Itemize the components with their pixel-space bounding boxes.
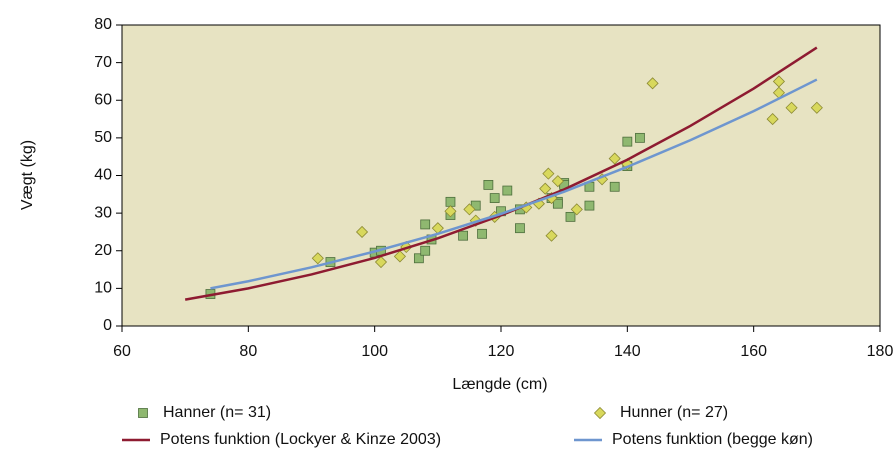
y-tick-label: 10 bbox=[94, 280, 112, 297]
y-tick-label: 40 bbox=[94, 167, 112, 184]
square-marker bbox=[565, 211, 576, 222]
diamond-marker bbox=[551, 175, 564, 188]
legend-marker bbox=[593, 406, 607, 420]
diamond-marker bbox=[570, 203, 583, 216]
diamond-marker bbox=[545, 229, 558, 242]
legend-label: Hunner (n= 27) bbox=[620, 404, 728, 421]
square-marker bbox=[635, 132, 645, 143]
y-tick-label: 80 bbox=[94, 16, 112, 33]
square-marker bbox=[609, 181, 620, 192]
y-axis-label: Vægt (kg) bbox=[19, 140, 36, 210]
legend-label: Potens funktion (Lockyer & Kinze 2003) bbox=[160, 431, 441, 448]
square-marker bbox=[458, 230, 469, 241]
fit-line bbox=[210, 78, 818, 290]
y-tick-label: 60 bbox=[94, 91, 112, 108]
x-tick-label: 100 bbox=[361, 343, 388, 360]
diamond-marker bbox=[646, 77, 659, 90]
diamond-marker bbox=[810, 101, 823, 114]
legend-label: Potens funktion (begge køn) bbox=[612, 431, 813, 448]
square-marker bbox=[515, 223, 525, 234]
diamond-marker bbox=[393, 250, 406, 263]
diamond-marker bbox=[374, 255, 388, 269]
square-marker bbox=[477, 228, 487, 239]
x-tick-label: 160 bbox=[740, 343, 767, 360]
x-tick-label: 140 bbox=[614, 343, 641, 360]
x-axis-label: Længde (cm) bbox=[452, 376, 547, 393]
x-tick-label: 60 bbox=[113, 343, 131, 360]
y-tick-label: 20 bbox=[94, 242, 112, 259]
fit-line bbox=[184, 46, 818, 301]
y-tick-label: 30 bbox=[94, 204, 112, 221]
diamond-marker bbox=[355, 225, 369, 239]
diamond-marker bbox=[463, 203, 476, 216]
square-marker bbox=[420, 245, 431, 256]
square-marker bbox=[584, 200, 595, 211]
square-marker bbox=[413, 253, 424, 264]
diamond-marker bbox=[766, 112, 779, 126]
square-marker bbox=[502, 185, 513, 196]
x-tick-label: 180 bbox=[867, 343, 894, 360]
diamond-marker bbox=[539, 182, 552, 195]
square-marker bbox=[445, 196, 456, 207]
square-marker bbox=[552, 198, 563, 209]
y-tick-label: 50 bbox=[94, 129, 112, 146]
square-marker bbox=[622, 136, 633, 147]
legend-marker bbox=[138, 408, 148, 418]
x-tick-label: 120 bbox=[488, 343, 515, 360]
diamond-marker bbox=[542, 167, 555, 180]
square-marker bbox=[489, 193, 500, 203]
diamond-marker bbox=[311, 252, 324, 265]
y-tick-label: 70 bbox=[94, 54, 112, 71]
y-tick-label: 0 bbox=[103, 317, 112, 334]
plot-area bbox=[121, 24, 881, 327]
x-tick-label: 80 bbox=[239, 343, 257, 360]
square-marker bbox=[420, 219, 431, 230]
legend-label: Hanner (n= 31) bbox=[163, 404, 271, 421]
diamond-marker bbox=[444, 205, 457, 218]
diamond-marker bbox=[608, 152, 621, 165]
diamond-marker bbox=[785, 101, 798, 114]
square-marker bbox=[483, 180, 494, 190]
